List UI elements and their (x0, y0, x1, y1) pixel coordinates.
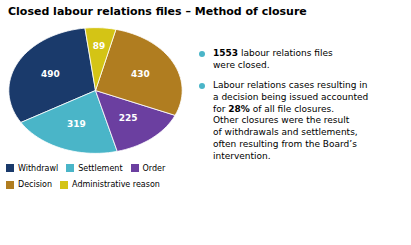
html-text:Administrative reason: Administrative reason (72, 180, 160, 190)
svg-text:319: 319 (67, 119, 86, 129)
html-text:Closed labour relations files: Closed labour relations files – Method o… (8, 5, 307, 18)
html-text:Settlement: Settlement (78, 163, 123, 173)
html-text:Other closures were the result: Other closures were the result (213, 115, 350, 126)
html-text:1553 labour relations files: 1553 labour relations files (213, 48, 333, 58)
html-text:Labour relations cases resulti: Labour relations cases resulting in (213, 80, 368, 91)
svg-text:430: 430 (131, 69, 150, 79)
html-text:of withdrawals and settlements: of withdrawals and settlements, (213, 127, 358, 138)
svg-text:490: 490 (41, 69, 60, 79)
html-text:for 28% of all file closures.: for 28% of all file closures. (213, 103, 335, 114)
svg-text:225: 225 (119, 113, 138, 123)
html-text:Order: Order (142, 163, 166, 173)
html-text:Decision: Decision (18, 180, 53, 190)
html-text:Withdrawl: Withdrawl (18, 163, 59, 173)
html-text:intervention.: intervention. (213, 150, 271, 161)
svg-text:89: 89 (93, 41, 106, 51)
html-text:a decision being issued accoun: a decision being issued accounted (213, 92, 369, 103)
html-text:often resulting from the Board: often resulting from the Board’s (213, 138, 357, 149)
html-text:were closed.: were closed. (213, 59, 270, 70)
